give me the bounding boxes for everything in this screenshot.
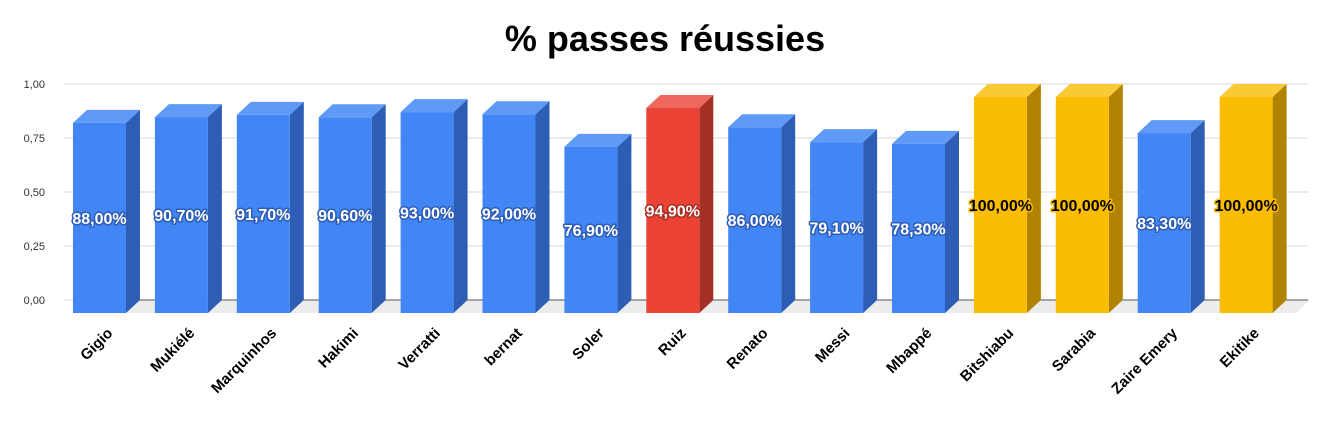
bar: [154, 104, 222, 313]
y-tick-label: 0,50: [24, 187, 45, 199]
bar: [728, 114, 796, 314]
bar: [973, 84, 1041, 313]
bar: [73, 109, 140, 313]
bar-side: [1026, 84, 1041, 313]
bar-side: [207, 104, 222, 313]
bar-top: [564, 133, 632, 147]
bar-side: [945, 130, 959, 313]
bar-data-label: 86,00%: [728, 213, 782, 230]
x-tick-label: Mukiélé: [147, 325, 198, 376]
y-tick-label: 1,00: [24, 79, 45, 91]
bar-front: [973, 97, 1027, 313]
bar-top: [73, 109, 140, 123]
bar: [318, 104, 386, 313]
bar-data-label: 90,70%: [154, 208, 208, 225]
bar-front: [73, 122, 126, 313]
bar-top: [400, 99, 468, 113]
bar-front: [1137, 133, 1191, 313]
x-tick-label: Verratti: [395, 325, 444, 374]
bar: [236, 101, 304, 313]
bar: [1055, 84, 1123, 313]
bar: [564, 133, 632, 313]
x-tick-label: Sarabia: [1049, 324, 1100, 375]
chart-title: % passes réussies: [504, 18, 826, 59]
bar-side: [617, 133, 632, 313]
bar-side: [453, 99, 468, 314]
bar-front: [400, 112, 454, 314]
x-tick-label: Gigio: [77, 325, 116, 364]
x-tick-label: Mbappé: [883, 325, 935, 377]
x-tick-label: Bitshiabu: [957, 325, 1017, 385]
bar-top: [154, 104, 222, 118]
y-tick-label: 0,00: [24, 295, 45, 307]
bar-front: [892, 143, 945, 313]
bar-data-label: 100,00%: [1051, 198, 1114, 215]
x-tick-label: Hakimi: [315, 325, 362, 372]
bar-side: [126, 109, 140, 313]
bar-side: [289, 101, 304, 313]
bar-data-label: 78,30%: [891, 221, 945, 238]
bar-data-label: 94,90%: [646, 204, 700, 221]
x-tick-label: Marquinhos: [208, 325, 280, 397]
bar-data-label: 90,60%: [318, 208, 372, 225]
bar-side: [535, 101, 550, 313]
bar-side: [1108, 84, 1123, 313]
bar-side: [1190, 120, 1205, 314]
bar-side: [699, 95, 714, 314]
bar-data-label: 93,00%: [400, 206, 454, 223]
bar-data-label: 100,00%: [1215, 198, 1278, 215]
bar-data-label: 88,00%: [72, 211, 126, 228]
bar-side: [371, 104, 386, 313]
bar-side: [863, 129, 878, 313]
bar-front: [318, 117, 372, 313]
bar-front: [564, 146, 618, 313]
bar: [400, 99, 468, 314]
bar: [482, 101, 550, 313]
bar-top: [728, 114, 796, 128]
bar-front: [646, 108, 700, 314]
x-tick-label: Ruiz: [655, 325, 689, 359]
bar-side: [781, 114, 796, 314]
x-tick-label: Ekitike: [1217, 325, 1263, 371]
bar: [810, 129, 878, 313]
x-tick-label: Messi: [812, 325, 854, 367]
bar-top: [1055, 84, 1123, 97]
bar-data-label: 92,00%: [482, 207, 536, 224]
bar-data-label: 100,00%: [969, 198, 1032, 215]
bar-side: [1272, 84, 1287, 313]
bar-data-label: 79,10%: [809, 221, 863, 238]
bar-front: [810, 142, 864, 313]
bar-top: [1137, 120, 1205, 134]
bar-top: [1219, 84, 1287, 97]
bar-top: [318, 104, 386, 118]
x-tick-label: Soler: [569, 325, 608, 364]
x-tick-label: Zaire Emery: [1108, 324, 1181, 397]
bar-front: [236, 114, 290, 313]
bar-front: [482, 114, 536, 313]
bar-data-label: 91,70%: [236, 207, 290, 224]
x-tick-label: Renato: [724, 325, 772, 373]
bar-front: [154, 117, 208, 313]
bar-top: [482, 101, 550, 115]
bar: [1219, 84, 1287, 313]
bar-top: [892, 130, 959, 144]
bar-top: [646, 95, 714, 109]
bar-front: [1219, 97, 1273, 313]
y-tick-label: 0,25: [24, 241, 45, 253]
bar: [1137, 120, 1205, 314]
bar-data-label: 83,30%: [1137, 216, 1191, 233]
x-tick-label: bernat: [481, 325, 525, 369]
bar-front: [1055, 97, 1109, 313]
bar-data-label: 76,90%: [564, 223, 618, 240]
y-tick-label: 0,75: [24, 133, 45, 145]
bar: [892, 130, 959, 313]
bar-front: [728, 127, 782, 314]
bar-top: [810, 129, 878, 143]
bar-top: [236, 101, 304, 115]
bar: [646, 95, 714, 314]
bar-top: [973, 84, 1041, 97]
